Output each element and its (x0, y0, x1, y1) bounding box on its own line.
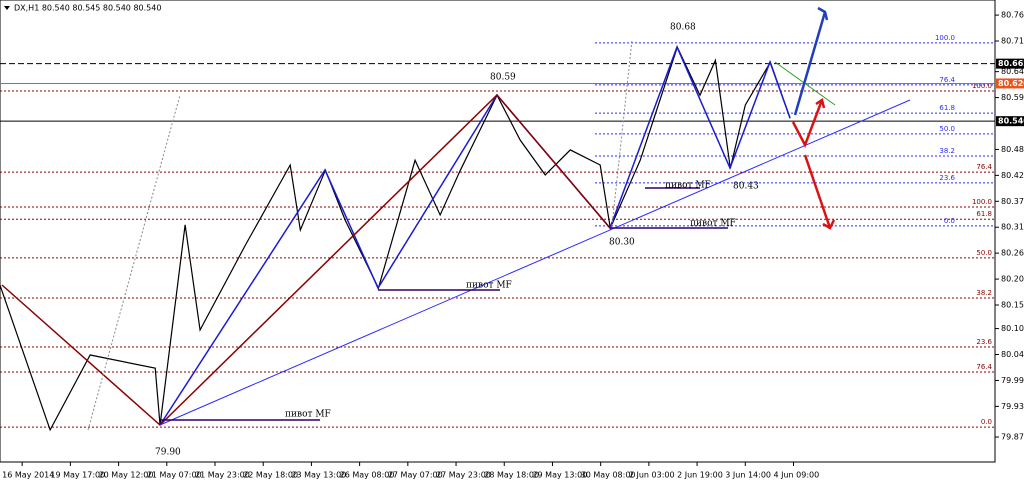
annotation: 80.30 (609, 238, 635, 248)
arrow-up (793, 11, 827, 116)
fib-label: 76.4 (976, 163, 992, 171)
x-tick-label: 26 May 08:00 (340, 471, 395, 480)
x-tick-label: 16 May 2014 (2, 471, 54, 480)
fib-label: 61.8 (976, 210, 992, 218)
price-label: 80.662 (998, 59, 1024, 68)
x-tick-label: 28 May 18:00 (484, 471, 539, 480)
x-tick-label: 23 May 13:00 (291, 471, 346, 480)
y-tick-label: 80.150 (1001, 301, 1024, 310)
x-tick-label: 21 May 07:00 (147, 471, 202, 480)
x-tick-label: 30 May 08:00 (581, 471, 636, 480)
menu-arrow[interactable] (4, 6, 10, 10)
fib-label: 38.2 (939, 147, 955, 155)
x-tick-label: 19 May 17:00 (50, 471, 105, 480)
arrow-red-down (803, 154, 832, 229)
y-tick-label: 80.710 (1001, 37, 1024, 46)
y-tick-label: 80.645 (1001, 67, 1024, 76)
annotation: пивот MF (285, 410, 331, 420)
x-tick-label: 27 May 07:00 (388, 471, 443, 480)
arrow-head (822, 219, 836, 230)
plot-frame (0, 0, 996, 463)
price-line-series (0, 45, 791, 432)
x-tick-label: 22 May 18:00 (243, 471, 298, 480)
fib-label: 50.0 (976, 249, 992, 257)
annotation: пивот MF (665, 181, 711, 191)
fib-label: 76.4 (976, 363, 992, 371)
annotation: 79.90 (155, 448, 181, 458)
annotation: 80.43 (733, 182, 759, 192)
y-tick-label: 80.425 (1001, 171, 1024, 180)
trend-line (159, 99, 911, 426)
y-tick-label: 80.480 (1001, 145, 1024, 154)
fib-label: 23.6 (976, 338, 992, 346)
y-tick-label: 80.045 (1001, 350, 1024, 359)
arrow-head (817, 6, 829, 21)
fib-label: 76.4 (939, 76, 955, 84)
fib-label: 23.6 (939, 174, 955, 182)
y-tick-label: 80.765 (1001, 11, 1024, 20)
price-box (996, 78, 1024, 89)
zigzag-red (1, 93, 611, 427)
fib-label: 0.0 (944, 217, 955, 225)
x-tick-label: 21 May 23:00 (195, 471, 250, 480)
price-label: 80.620 (998, 79, 1024, 88)
arrow-head (815, 97, 826, 109)
y-tick-label: 79.870 (1001, 433, 1024, 442)
price-box (996, 116, 1024, 127)
x-tick-label: 27 May 23:00 (436, 471, 491, 480)
fib-label: 100.0 (935, 34, 955, 42)
price-label: 80.540 (998, 117, 1024, 126)
x-tick-label: 3 Jun 14:00 (725, 471, 771, 480)
arrow-red (791, 99, 824, 149)
fib-label: 61.8 (939, 104, 955, 112)
fib-fan (87, 94, 181, 431)
y-tick-label: 79.935 (1001, 402, 1024, 411)
y-tick-label: 80.370 (1001, 197, 1024, 206)
x-tick-label: 4 Jun 09:00 (773, 471, 819, 480)
fib-label: 100.0 (972, 198, 992, 206)
y-tick-label: 80.590 (1001, 93, 1024, 102)
annotation: 80.68 (670, 23, 696, 33)
fib-fan (611, 39, 633, 227)
x-tick-label: 29 May 13:00 (532, 471, 587, 480)
y-tick-label: 80.100 (1001, 324, 1024, 333)
fib-label: 50.0 (939, 125, 955, 133)
fib-label: 100.0 (972, 82, 992, 90)
annotation: 80.59 (490, 73, 516, 83)
x-tick-label: 2 Jun 19:00 (677, 471, 723, 480)
fib-label: 0.0 (981, 418, 992, 426)
y-tick-label: 79.990 (1001, 376, 1024, 385)
chart-title: DX,H1 80.540 80.545 80.540 80.540 (14, 4, 161, 13)
fib-label: 38.2 (976, 289, 992, 297)
y-tick-label: 80.315 (1001, 223, 1024, 232)
annotation: пивот MF (690, 219, 736, 229)
price-box (996, 58, 1024, 69)
x-tick-label: 20 May 12:00 (99, 471, 154, 480)
annotation: пивот MF (466, 281, 512, 291)
y-tick-label: 80.260 (1001, 249, 1024, 258)
x-tick-label: 2 Jun 03:00 (629, 471, 675, 480)
y-tick-label: 80.205 (1001, 275, 1024, 284)
